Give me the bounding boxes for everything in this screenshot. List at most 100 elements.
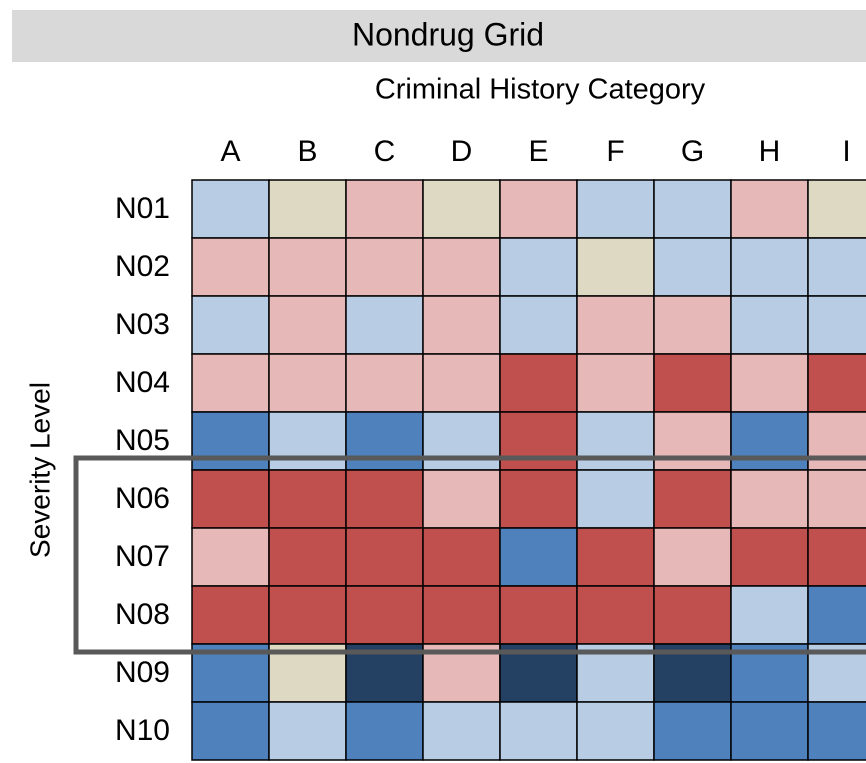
row-label: N02 — [115, 250, 170, 283]
cells — [191, 179, 866, 761]
cell — [653, 179, 732, 239]
cell — [268, 585, 347, 645]
column-label: A — [220, 135, 240, 168]
row-label: N03 — [115, 308, 170, 341]
cell — [345, 527, 424, 587]
cell — [268, 701, 347, 761]
cell — [191, 701, 270, 761]
cell — [422, 295, 501, 355]
cell — [499, 585, 578, 645]
cell — [268, 527, 347, 587]
cell — [345, 179, 424, 239]
row-label: N07 — [115, 540, 170, 573]
cell — [576, 237, 655, 297]
row-label: N01 — [115, 192, 170, 225]
cell — [191, 585, 270, 645]
column-label: H — [759, 135, 781, 168]
cell — [191, 469, 270, 529]
cell — [807, 237, 866, 297]
row-label: N10 — [115, 714, 170, 747]
title: Nondrug Grid — [352, 16, 544, 52]
cell — [730, 527, 809, 587]
title-bar — [12, 10, 866, 62]
cell — [730, 237, 809, 297]
cell — [345, 237, 424, 297]
cell — [268, 237, 347, 297]
cell — [422, 179, 501, 239]
cell — [191, 179, 270, 239]
cell — [191, 295, 270, 355]
cell — [653, 237, 732, 297]
cell — [807, 353, 866, 413]
column-label: E — [528, 135, 548, 168]
cell — [576, 411, 655, 471]
row-label: N09 — [115, 656, 170, 689]
cell — [730, 353, 809, 413]
cell — [807, 469, 866, 529]
cell — [653, 411, 732, 471]
cell — [268, 353, 347, 413]
cell — [653, 527, 732, 587]
cell — [576, 469, 655, 529]
row-label: N06 — [115, 482, 170, 515]
cell — [499, 469, 578, 529]
column-label: B — [297, 135, 317, 168]
cell — [653, 585, 732, 645]
column-label: F — [606, 135, 624, 168]
cell — [499, 411, 578, 471]
cell — [730, 701, 809, 761]
column-label: C — [374, 135, 396, 168]
cell — [345, 469, 424, 529]
row-label: N04 — [115, 366, 170, 399]
cell — [499, 179, 578, 239]
cell — [653, 295, 732, 355]
cell — [807, 411, 866, 471]
cell — [345, 295, 424, 355]
cell — [345, 585, 424, 645]
column-label: D — [451, 135, 473, 168]
cell — [730, 585, 809, 645]
cell — [191, 353, 270, 413]
cell — [422, 527, 501, 587]
cell — [191, 237, 270, 297]
cell — [499, 237, 578, 297]
column-axis-label: Criminal History Category — [375, 74, 706, 106]
cell — [730, 179, 809, 239]
cell — [499, 701, 578, 761]
column-label: G — [681, 135, 704, 168]
cell — [422, 585, 501, 645]
row-label: N08 — [115, 598, 170, 631]
cell — [345, 701, 424, 761]
cell — [268, 295, 347, 355]
cell — [653, 701, 732, 761]
cell — [730, 295, 809, 355]
cell — [345, 411, 424, 471]
column-label: I — [842, 135, 850, 168]
cell — [576, 179, 655, 239]
cell — [191, 527, 270, 587]
row-axis-label: Severity Level — [24, 382, 55, 558]
cell — [422, 701, 501, 761]
cell — [422, 411, 501, 471]
highlight-box — [73, 455, 866, 655]
cell — [422, 353, 501, 413]
cell — [807, 179, 866, 239]
cell — [576, 527, 655, 587]
cell — [730, 469, 809, 529]
row-label: N05 — [115, 424, 170, 457]
cell — [807, 527, 866, 587]
cell — [345, 353, 424, 413]
cell — [422, 469, 501, 529]
cell — [499, 295, 578, 355]
cell — [499, 527, 578, 587]
cell — [422, 237, 501, 297]
cell — [653, 469, 732, 529]
cell — [576, 585, 655, 645]
cell — [576, 353, 655, 413]
cell — [268, 411, 347, 471]
cell — [807, 585, 866, 645]
cell — [807, 295, 866, 355]
cell — [268, 179, 347, 239]
cell — [576, 701, 655, 761]
